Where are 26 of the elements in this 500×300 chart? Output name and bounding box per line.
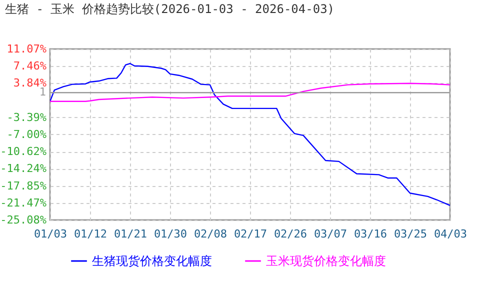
x-tick-label: 02/26	[274, 228, 308, 240]
y-tick-label: 7.46%	[13, 60, 47, 73]
y-tick-label: -7.00%	[6, 128, 47, 141]
x-tick-label: 04/03	[434, 228, 468, 240]
x-tick-label: 02/17	[234, 228, 268, 240]
x-tick-label: 01/30	[154, 228, 188, 240]
y-tick-label: -21.47%	[0, 196, 47, 210]
x-tick-label: 03/16	[354, 228, 388, 240]
y-tick-label: -25.08%	[0, 214, 47, 226]
x-tick-label: 02/08	[194, 228, 228, 240]
y-tick-label: -17.85%	[0, 179, 47, 192]
y-tick-label: -14.24%	[0, 162, 47, 176]
legend-label: 玉米现货价格变化幅度	[266, 254, 386, 268]
x-tick-label: 03/07	[314, 228, 348, 240]
x-tick-label: 01/21	[114, 228, 148, 240]
x-tick-label: 03/25	[394, 228, 428, 240]
text: 1	[39, 86, 46, 99]
x-tick-label: 01/12	[74, 228, 108, 240]
chart-title: 生猪 - 玉米 价格趋势比较(2026-01-03 - 2026-04-03)	[5, 2, 335, 16]
x-tick-label: 01/03	[34, 228, 68, 240]
y-tick-label: -3.39%	[6, 110, 47, 124]
y-tick-label: 11.07%	[6, 42, 47, 56]
y-tick-label: -10.62%	[0, 145, 47, 158]
line-series	[50, 82, 450, 102]
line-series	[50, 62, 450, 206]
legend-label: 生猪现货价格变化幅度	[92, 254, 212, 268]
